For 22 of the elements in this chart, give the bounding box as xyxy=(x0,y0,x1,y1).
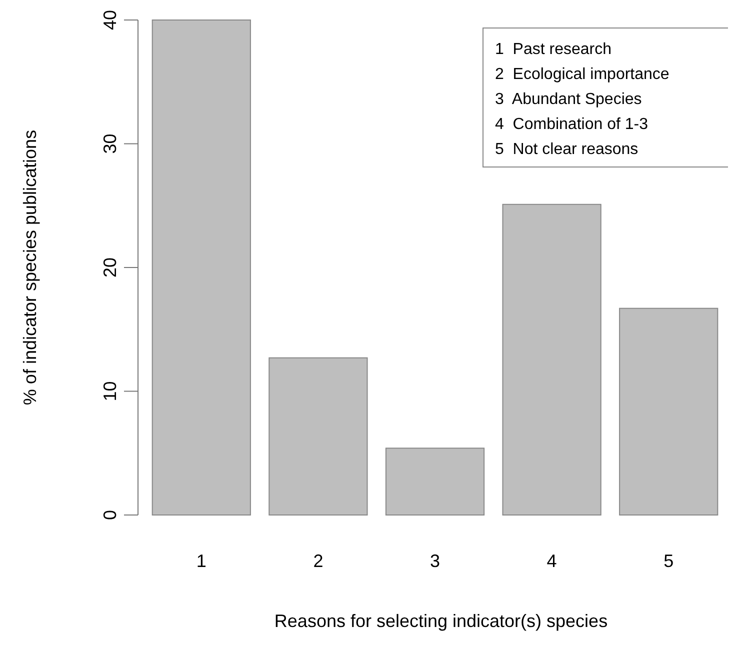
y-tick-label: 10 xyxy=(100,381,120,402)
annotation: 5 Not clear reasons xyxy=(495,141,638,158)
x-tick-label: 4 xyxy=(546,551,557,571)
x-tick-label: 2 xyxy=(313,551,324,571)
bar xyxy=(152,20,251,516)
annotation: 1 Past research xyxy=(495,41,612,58)
bar xyxy=(385,448,485,516)
annotation: 2 Ecological importance xyxy=(495,66,670,83)
y-tick-label: 30 xyxy=(100,134,120,154)
bar xyxy=(502,204,602,516)
x-tick-label: 3 xyxy=(430,551,440,571)
y-axis-title: % of indicator species publications xyxy=(20,130,40,406)
x-axis-title: Reasons for selecting indicator(s) species xyxy=(274,611,608,631)
annotation: 4 Combination of 1-3 xyxy=(495,116,648,133)
bar xyxy=(619,308,718,516)
y-tick-label: 0 xyxy=(100,510,120,520)
bar xyxy=(268,357,368,516)
x-tick-label: 5 xyxy=(664,551,674,571)
x-tick-label: 1 xyxy=(196,551,206,571)
y-tick-label: 40 xyxy=(100,10,120,30)
y-tick-label: 20 xyxy=(100,257,120,278)
annotation: 3 Abundant Species xyxy=(495,91,642,108)
